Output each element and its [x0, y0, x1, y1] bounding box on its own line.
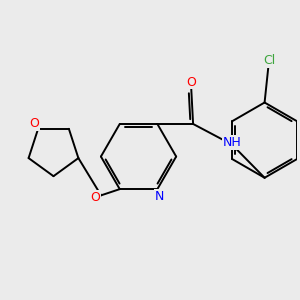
- Text: O: O: [29, 117, 39, 130]
- Text: Cl: Cl: [263, 54, 276, 67]
- Text: N: N: [154, 190, 164, 203]
- Text: NH: NH: [223, 136, 242, 149]
- Text: O: O: [186, 76, 196, 89]
- Text: O: O: [90, 191, 100, 204]
